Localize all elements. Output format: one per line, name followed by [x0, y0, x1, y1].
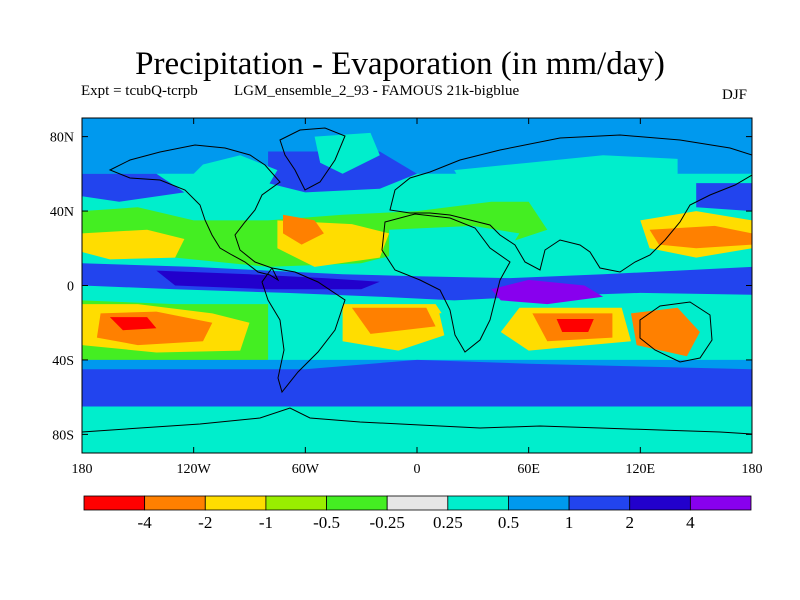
region-n-pacific-blue — [696, 183, 752, 212]
region-na-gray — [184, 155, 278, 212]
colorbar-label: 2 — [625, 513, 634, 532]
season-label: DJF — [722, 87, 748, 103]
lon-tick-label: 60W — [292, 462, 320, 477]
lat-tick-label: 0 — [67, 280, 74, 295]
coast-eurasia — [389, 134, 752, 273]
region-n-pacific-blue-west — [82, 173, 185, 202]
colorbar: -4 -2 -1 -0.5 -0.25 0.25 0.5 1 2 4 — [83, 495, 752, 532]
coastlines — [82, 127, 752, 435]
colorbar-label: 4 — [686, 513, 695, 532]
region-n-pac-yellow — [82, 229, 185, 260]
lon-tick-label: 120W — [177, 462, 212, 477]
experiment-label: Expt = tcubQ-tcrpb — [81, 83, 198, 99]
region-s-storm-blue — [82, 359, 752, 407]
colorbar-swatch — [265, 495, 327, 511]
region-africa-s-gray — [439, 307, 492, 351]
colorbar-label: 1 — [565, 513, 574, 532]
colorbar-label: -1 — [259, 513, 273, 532]
lat-tick-label: 40N — [50, 205, 74, 220]
coast-south-america — [261, 267, 346, 394]
coast-north-america — [108, 144, 281, 282]
colorbar-swatch — [386, 495, 449, 511]
coast-greenland — [279, 127, 346, 191]
lon-tick-label: 180 — [72, 462, 93, 477]
region-w-pac-orange — [649, 225, 752, 249]
colorbar-label: -2 — [198, 513, 212, 532]
colorbar-swatch — [508, 495, 570, 511]
colorbar-swatch — [568, 495, 631, 511]
region-s-pac-red — [109, 317, 157, 331]
colorbar-swatch — [629, 495, 691, 511]
region-antarctic-gray — [82, 412, 752, 453]
colorbar-swatch — [204, 495, 267, 511]
region-greenland-gray — [314, 132, 380, 174]
region-s-atl-orange — [351, 307, 436, 334]
lat-tick-label: 80N — [50, 131, 74, 146]
field-regions — [82, 118, 752, 453]
lon-tick-label: 120E — [626, 462, 656, 477]
axis-ticks: 80N 40N 0 40S 80S 180 120W 60W 0 60E 120E 180 — [50, 118, 763, 477]
run-label: LGM_ensemble_2_93 - FAMOUS 21k-bigblue — [234, 83, 520, 99]
region-itcz-dark — [156, 270, 380, 290]
colorbar-swatch — [326, 495, 388, 511]
region-sahara-gray — [389, 225, 520, 267]
lat-tick-label: 40S — [52, 354, 74, 369]
colorbar-swatch — [689, 495, 752, 511]
map-title: Precipitation - Evaporation (in mm/day) — [135, 46, 665, 82]
lon-tick-label: 60E — [517, 462, 540, 477]
lon-tick-label: 0 — [414, 462, 421, 477]
colorbar-label: 0.25 — [433, 513, 463, 532]
colorbar-swatch — [144, 495, 206, 511]
colorbar-swatch — [83, 495, 146, 511]
coast-antarctica — [82, 407, 752, 435]
coast-africa — [381, 213, 511, 353]
map-plot: 80N 40N 0 40S 80S 180 120W 60W 0 60E 120E 180 — [50, 117, 763, 477]
colorbar-label: -4 — [138, 513, 153, 532]
lat-tick-label: 80S — [52, 428, 74, 443]
colorbar-swatch — [447, 495, 509, 511]
colorbar-label: -0.25 — [369, 513, 404, 532]
colorbar-label: 0.5 — [498, 513, 519, 532]
region-indian-violet — [491, 279, 604, 305]
region-eurasia-gray — [454, 155, 678, 212]
region-n-atl-orange — [283, 214, 324, 245]
colorbar-label: -0.5 — [313, 513, 340, 532]
coast-australia — [639, 301, 713, 363]
lon-tick-label: 180 — [742, 462, 763, 477]
region-s-ind-red — [556, 319, 594, 332]
